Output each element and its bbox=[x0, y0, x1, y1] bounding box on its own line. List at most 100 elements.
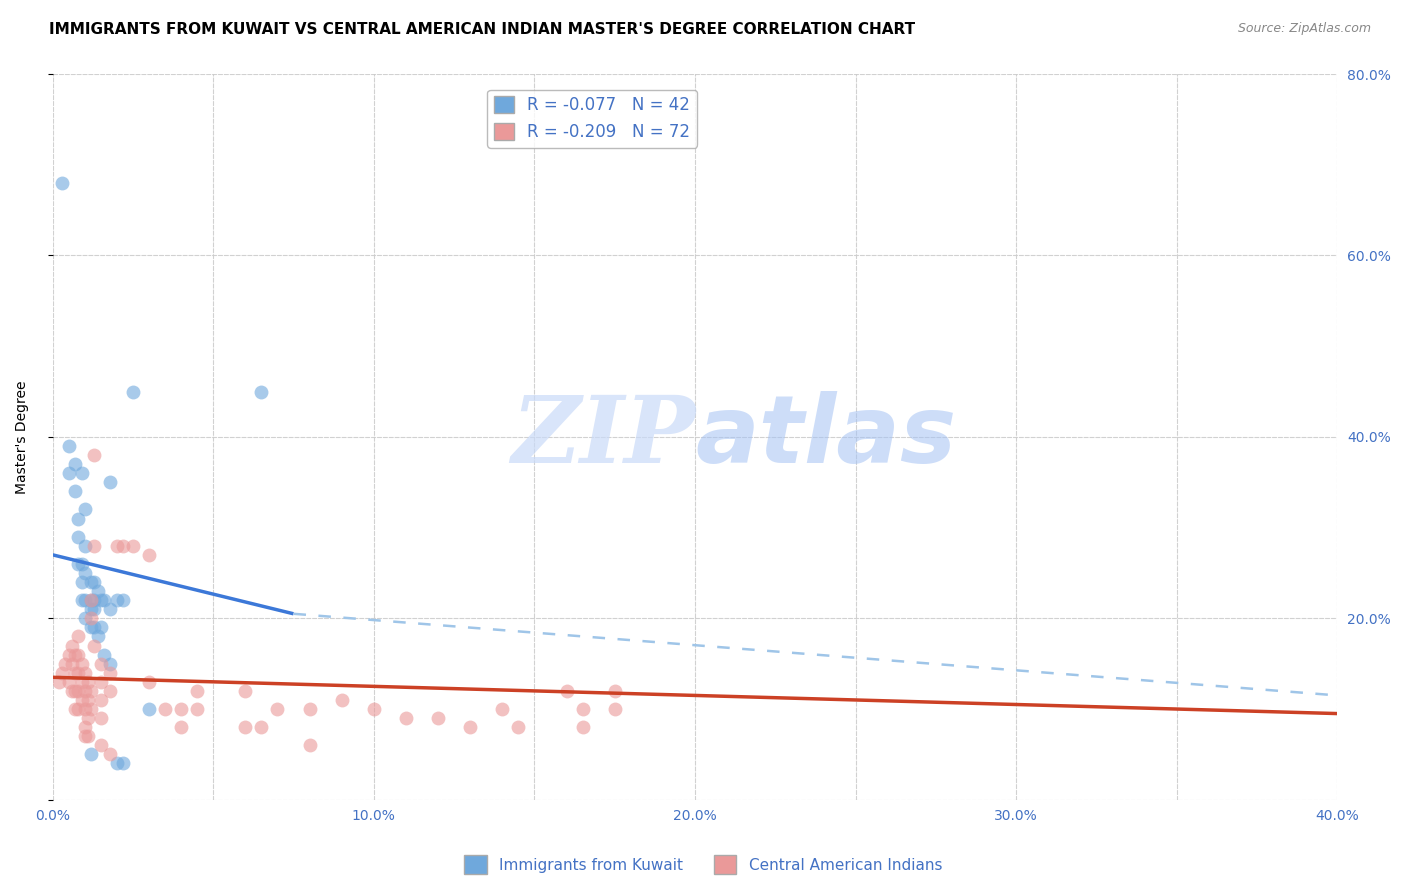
Point bbox=[67, 511, 90, 525]
Point bbox=[233, 720, 256, 734]
Point bbox=[77, 729, 100, 743]
Point bbox=[153, 702, 176, 716]
Point bbox=[70, 693, 93, 707]
Point bbox=[105, 756, 128, 771]
Point bbox=[298, 702, 321, 716]
Point bbox=[58, 648, 80, 662]
Point bbox=[298, 739, 321, 753]
Point bbox=[73, 720, 96, 734]
Point bbox=[90, 693, 112, 707]
Point bbox=[458, 720, 481, 734]
Point bbox=[427, 711, 450, 725]
Point bbox=[603, 684, 626, 698]
Point bbox=[363, 702, 385, 716]
Point bbox=[90, 674, 112, 689]
Point bbox=[73, 502, 96, 516]
Text: atlas: atlas bbox=[695, 391, 956, 483]
Point bbox=[80, 593, 103, 607]
Point bbox=[508, 720, 530, 734]
Point bbox=[70, 657, 93, 671]
Point bbox=[67, 684, 90, 698]
Point bbox=[80, 593, 103, 607]
Point bbox=[112, 593, 135, 607]
Point bbox=[603, 702, 626, 716]
Point bbox=[83, 575, 105, 590]
Point bbox=[77, 693, 100, 707]
Point bbox=[86, 584, 108, 599]
Point bbox=[48, 674, 70, 689]
Point bbox=[63, 484, 86, 499]
Point bbox=[80, 747, 103, 762]
Point bbox=[395, 711, 418, 725]
Point bbox=[80, 684, 103, 698]
Point bbox=[90, 593, 112, 607]
Point bbox=[63, 457, 86, 471]
Point bbox=[83, 593, 105, 607]
Point bbox=[571, 720, 593, 734]
Point bbox=[233, 684, 256, 698]
Text: ZIP: ZIP bbox=[510, 392, 695, 482]
Point bbox=[138, 674, 160, 689]
Point bbox=[83, 448, 105, 462]
Point bbox=[90, 739, 112, 753]
Point bbox=[70, 674, 93, 689]
Point bbox=[67, 665, 90, 680]
Point bbox=[186, 684, 208, 698]
Point bbox=[73, 665, 96, 680]
Point bbox=[51, 665, 73, 680]
Point bbox=[70, 466, 93, 480]
Point bbox=[138, 548, 160, 562]
Point bbox=[73, 702, 96, 716]
Point bbox=[80, 620, 103, 634]
Point bbox=[73, 539, 96, 553]
Point bbox=[83, 639, 105, 653]
Point bbox=[105, 539, 128, 553]
Point bbox=[67, 648, 90, 662]
Point bbox=[58, 466, 80, 480]
Point bbox=[73, 729, 96, 743]
Point bbox=[90, 657, 112, 671]
Point bbox=[250, 720, 273, 734]
Point bbox=[58, 439, 80, 453]
Point bbox=[67, 702, 90, 716]
Point bbox=[63, 684, 86, 698]
Point bbox=[70, 575, 93, 590]
Point bbox=[80, 611, 103, 625]
Point bbox=[73, 593, 96, 607]
Point bbox=[105, 593, 128, 607]
Point bbox=[55, 657, 77, 671]
Point bbox=[60, 657, 83, 671]
Y-axis label: Master's Degree: Master's Degree bbox=[15, 380, 30, 493]
Point bbox=[90, 620, 112, 634]
Point bbox=[93, 648, 115, 662]
Point bbox=[100, 602, 122, 616]
Point bbox=[60, 684, 83, 698]
Point bbox=[67, 557, 90, 571]
Point bbox=[112, 756, 135, 771]
Point bbox=[170, 720, 193, 734]
Point bbox=[73, 566, 96, 580]
Text: IMMIGRANTS FROM KUWAIT VS CENTRAL AMERICAN INDIAN MASTER'S DEGREE CORRELATION CH: IMMIGRANTS FROM KUWAIT VS CENTRAL AMERIC… bbox=[49, 22, 915, 37]
Text: Source: ZipAtlas.com: Source: ZipAtlas.com bbox=[1237, 22, 1371, 36]
Point bbox=[100, 665, 122, 680]
Point bbox=[93, 593, 115, 607]
Point bbox=[112, 539, 135, 553]
Point bbox=[80, 702, 103, 716]
Point bbox=[63, 702, 86, 716]
Point bbox=[80, 602, 103, 616]
Point bbox=[77, 674, 100, 689]
Point bbox=[86, 630, 108, 644]
Point bbox=[491, 702, 513, 716]
Point bbox=[266, 702, 288, 716]
Point bbox=[100, 747, 122, 762]
Point bbox=[122, 539, 145, 553]
Point bbox=[67, 530, 90, 544]
Point bbox=[80, 575, 103, 590]
Point bbox=[70, 593, 93, 607]
Point bbox=[60, 639, 83, 653]
Point bbox=[83, 602, 105, 616]
Point bbox=[77, 711, 100, 725]
Point bbox=[122, 384, 145, 399]
Point bbox=[186, 702, 208, 716]
Point bbox=[100, 684, 122, 698]
